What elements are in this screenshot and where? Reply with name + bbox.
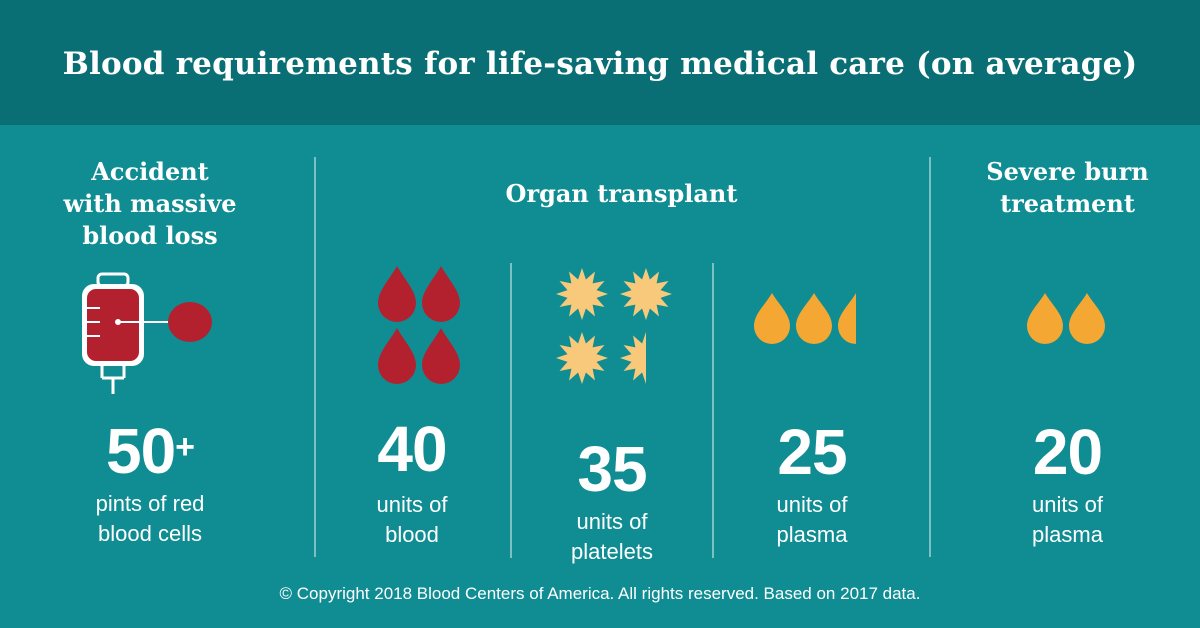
header-band (0, 0, 1200, 125)
page-title: Blood requirements for life-saving medic… (62, 46, 1138, 82)
blood-bag-icon (82, 272, 212, 394)
accident-unit-label: pints of red blood cells (95, 491, 205, 546)
burn-heading: Severe burn treatment (986, 157, 1149, 218)
blood-drops-group (378, 266, 460, 384)
plasma-drop-icon (1069, 293, 1105, 344)
organ-plasma-unit-label: units of plasma (776, 492, 848, 547)
divider-accident-organ (314, 157, 316, 557)
divider-blood-platelets (510, 263, 512, 558)
burn-unit-label: units of plasma (1032, 492, 1103, 547)
platelets-group (556, 268, 672, 384)
platelet-half-icon (620, 332, 646, 384)
accident-number: 50+ (105, 415, 195, 487)
plasma-drop-icon (754, 293, 790, 344)
divider-platelets-plasma (712, 263, 714, 558)
red-blood-cell (168, 302, 212, 342)
platelet-icon (556, 268, 608, 320)
plasma-half-drop-icon (838, 293, 856, 344)
organ-platelets-unit-label: units of platelets (571, 509, 653, 564)
platelet-icon (620, 268, 672, 320)
divider-organ-burn (929, 157, 931, 557)
accident-heading: Accident with massive blood loss (63, 157, 237, 250)
platelet-icon (556, 332, 608, 384)
blood-bag-fill (87, 289, 139, 361)
organ-heading: Organ transplant (505, 179, 738, 208)
plasma-drop-icon (1027, 293, 1063, 344)
blood-drop-icon (378, 266, 416, 322)
organ-platelets-number: 35 (577, 433, 647, 505)
organ-plasma-drops-group (754, 293, 856, 344)
copyright-footer: © Copyright 2018 Blood Centers of Americ… (279, 584, 921, 603)
blood-drop-icon (378, 328, 416, 384)
burn-plasma-drops-group (1027, 293, 1105, 344)
blood-drop-icon (422, 328, 460, 384)
organ-blood-number: 40 (377, 413, 447, 485)
plasma-drop-icon (796, 293, 832, 344)
burn-number: 20 (1032, 416, 1103, 488)
organ-blood-unit-label: units of blood (376, 492, 448, 547)
blood-drop-icon (422, 266, 460, 322)
organ-plasma-number: 25 (777, 416, 847, 488)
blood-bag-tube (100, 366, 126, 394)
